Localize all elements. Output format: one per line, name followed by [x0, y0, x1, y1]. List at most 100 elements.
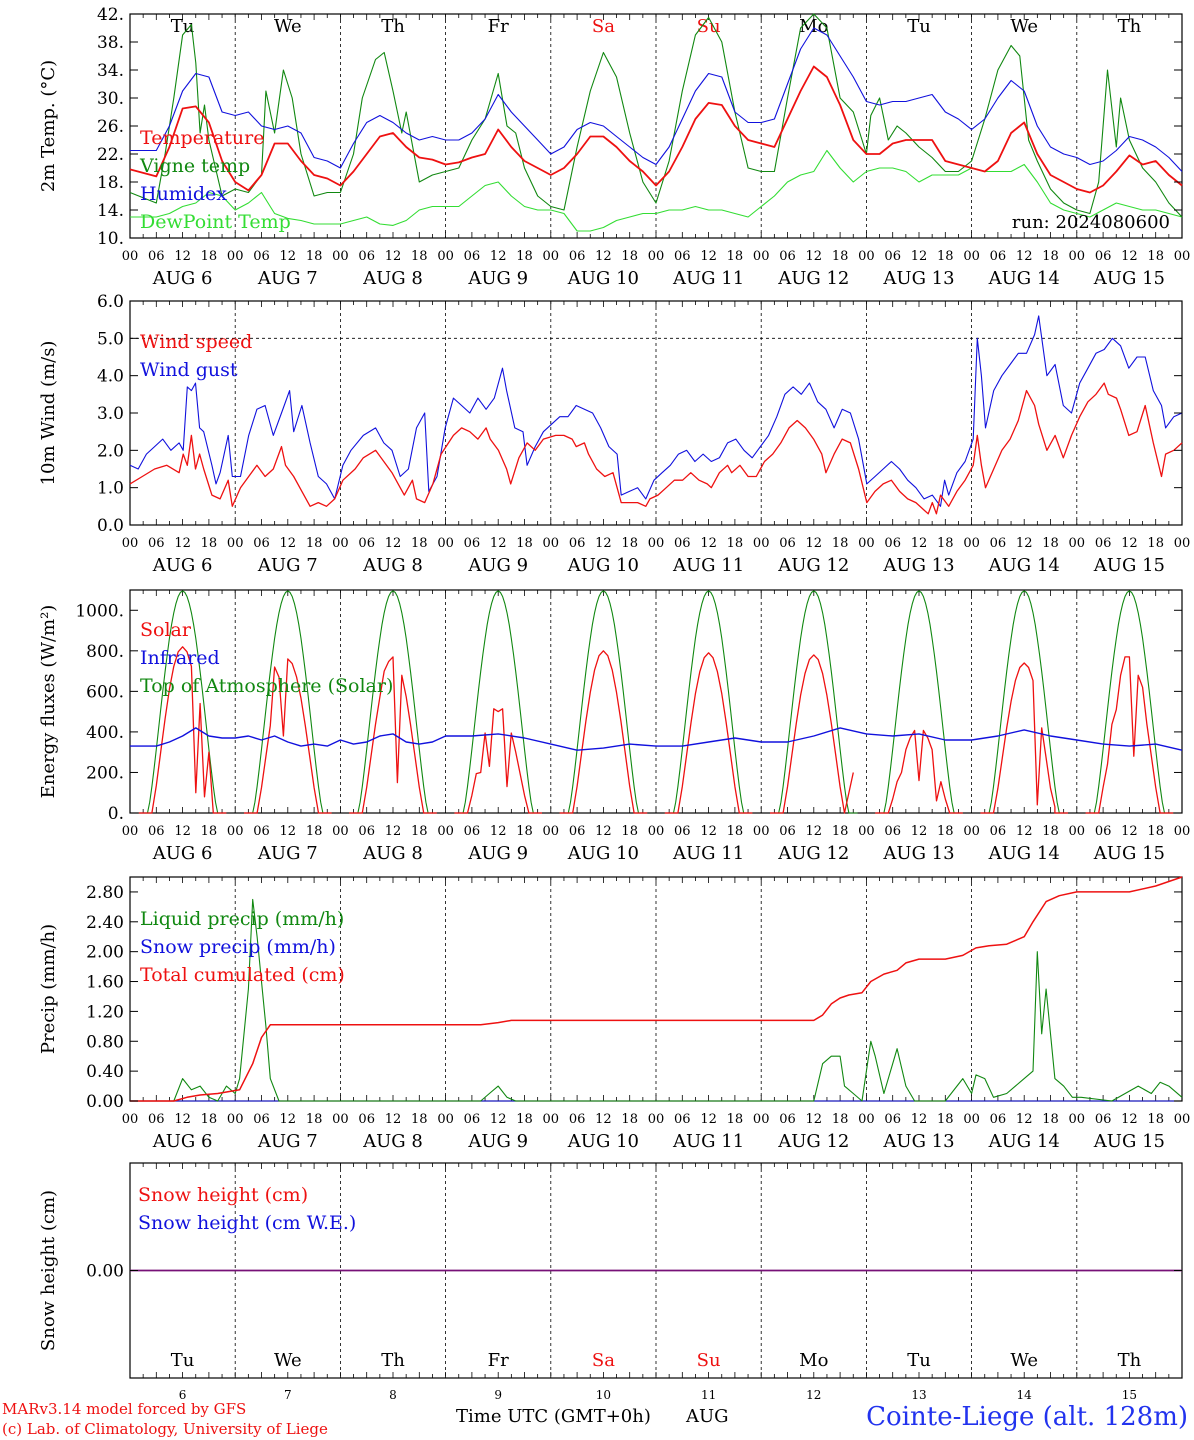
- day-header: Fr: [488, 16, 509, 37]
- hour-tick-label: 18: [411, 1112, 428, 1127]
- hour-tick-label: 12: [595, 536, 612, 551]
- hour-tick-label: 06: [779, 1112, 796, 1127]
- energy-toa-day: [770, 590, 858, 814]
- energy-solar-day: [875, 729, 963, 814]
- hour-tick-label: 00: [963, 824, 980, 839]
- day-header: Th: [1118, 16, 1142, 37]
- hour-tick-label: 12: [280, 824, 297, 839]
- date-label: AUG 13: [882, 843, 954, 864]
- hour-tick-label: 12: [280, 536, 297, 551]
- date-label: AUG 10: [567, 555, 639, 576]
- day-footer-dow: Su: [697, 1350, 721, 1371]
- hour-tick-label: 00: [753, 536, 770, 551]
- hour-tick-label: 00: [332, 536, 349, 551]
- hour-tick-label: 18: [832, 249, 849, 264]
- run-annotation: run: 2024080600: [1012, 212, 1170, 233]
- y-tick-label: 14.: [97, 201, 124, 221]
- date-label: AUG 9: [467, 843, 528, 864]
- hour-tick-label: 12: [490, 249, 507, 264]
- hour-tick-label: 06: [464, 824, 481, 839]
- date-label: AUG 12: [777, 555, 849, 576]
- day-footer-dow: Th: [1118, 1350, 1142, 1371]
- hour-tick-label: 12: [700, 824, 717, 839]
- hour-tick-label: 12: [806, 824, 823, 839]
- y-tick-label: 38.: [97, 33, 124, 53]
- hour-tick-label: 00: [648, 1112, 665, 1127]
- y-tick-label: 0.80: [86, 1032, 124, 1052]
- energy-toa-day: [454, 590, 542, 814]
- hour-tick-label: 00: [122, 824, 139, 839]
- hour-tick-label: 18: [516, 536, 533, 551]
- date-label: AUG 10: [567, 843, 639, 864]
- hour-tick-label: 00: [648, 536, 665, 551]
- hour-tick-label: 06: [253, 824, 270, 839]
- hour-tick-label: 06: [358, 249, 375, 264]
- y-tick-label: 34.: [97, 61, 124, 81]
- energy-solar-day: [1085, 656, 1174, 814]
- hour-tick-label: 06: [148, 536, 165, 551]
- hour-tick-label: 12: [490, 824, 507, 839]
- temp-series-temperature: [129, 65, 1183, 194]
- energy-y-axis-label: Energy fluxes (W/m²): [38, 605, 59, 799]
- hour-tick-label: 12: [595, 824, 612, 839]
- hour-tick-label: 00: [858, 536, 875, 551]
- hour-tick-label: 18: [937, 824, 954, 839]
- date-label: AUG 12: [777, 1131, 849, 1152]
- hour-tick-label: 18: [937, 1112, 954, 1127]
- hour-tick-label: 18: [1042, 824, 1059, 839]
- temp-series-vigne-temp: [129, 13, 1183, 218]
- date-label: AUG 6: [152, 843, 213, 864]
- hour-tick-label: 12: [1121, 824, 1138, 839]
- date-label: AUG 11: [672, 1131, 744, 1152]
- date-label: AUG 15: [1093, 843, 1165, 864]
- precip-legend-2: Total cumulated (cm): [140, 964, 345, 986]
- hour-tick-label: 00: [227, 1112, 244, 1127]
- snow-y-axis: 0.00 Snow height (cm): [38, 1190, 1182, 1351]
- hour-tick-label: 00: [1174, 536, 1191, 551]
- y-tick-label: 1000.: [75, 601, 124, 621]
- temp-y-axis: 10. 14. 18. 22. 26. 30. 34. 38. 42. 2m Temp. (°C): [38, 5, 1182, 249]
- hour-tick-label: 18: [201, 1112, 218, 1127]
- snow-legend-0: Snow height (cm): [138, 1184, 308, 1206]
- hour-tick-label: 12: [1121, 536, 1138, 551]
- time-axis-label: Time UTC (GMT+0h): [456, 1406, 651, 1427]
- hour-tick-label: 06: [358, 824, 375, 839]
- day-footer-date: 10: [596, 1388, 611, 1402]
- date-label: AUG 11: [672, 268, 744, 289]
- hour-tick-label: 06: [464, 536, 481, 551]
- date-label: AUG 8: [362, 843, 423, 864]
- y-tick-label: 42.: [97, 5, 124, 25]
- hour-tick-label: 12: [806, 249, 823, 264]
- temp-legend-2: Humidex: [140, 183, 227, 205]
- hour-tick-label: 12: [1016, 536, 1033, 551]
- hour-tick-label: 06: [990, 536, 1007, 551]
- y-tick-label: 1.20: [86, 1002, 124, 1022]
- y-tick-label: 200.: [86, 763, 124, 783]
- hour-tick-label: 18: [621, 249, 638, 264]
- y-tick-label: 4.0: [97, 367, 124, 387]
- hour-tick-label: 00: [227, 249, 244, 264]
- hour-tick-label: 06: [358, 536, 375, 551]
- hour-tick-label: 12: [700, 1112, 717, 1127]
- date-label: AUG 14: [988, 843, 1060, 864]
- wind-y-axis: 0.0 1.0 2.0 3.0 4.0 5.0 6.0 10m Wind (m/s): [38, 292, 1182, 536]
- date-label: AUG 7: [257, 268, 318, 289]
- hour-tick-label: 00: [543, 1112, 560, 1127]
- energy-toa-day: [664, 590, 753, 814]
- hour-tick-label: 00: [227, 536, 244, 551]
- hour-tick-label: 00: [543, 824, 560, 839]
- day-header: We: [1010, 16, 1038, 37]
- hour-tick-label: 00: [437, 536, 454, 551]
- hour-tick-label: 12: [174, 1112, 191, 1127]
- wind-y-axis-label: 10m Wind (m/s): [38, 341, 59, 486]
- temp-legend-1: Vigne temp: [139, 155, 250, 177]
- hour-tick-label: 18: [411, 536, 428, 551]
- y-tick-label: 0.00: [86, 1262, 124, 1282]
- hour-tick-label: 12: [174, 824, 191, 839]
- hour-tick-label: 12: [1121, 249, 1138, 264]
- y-tick-label: 2.00: [86, 943, 124, 963]
- hour-tick-label: 12: [1016, 1112, 1033, 1127]
- hour-tick-label: 00: [963, 536, 980, 551]
- energy-solar-day: [349, 656, 437, 814]
